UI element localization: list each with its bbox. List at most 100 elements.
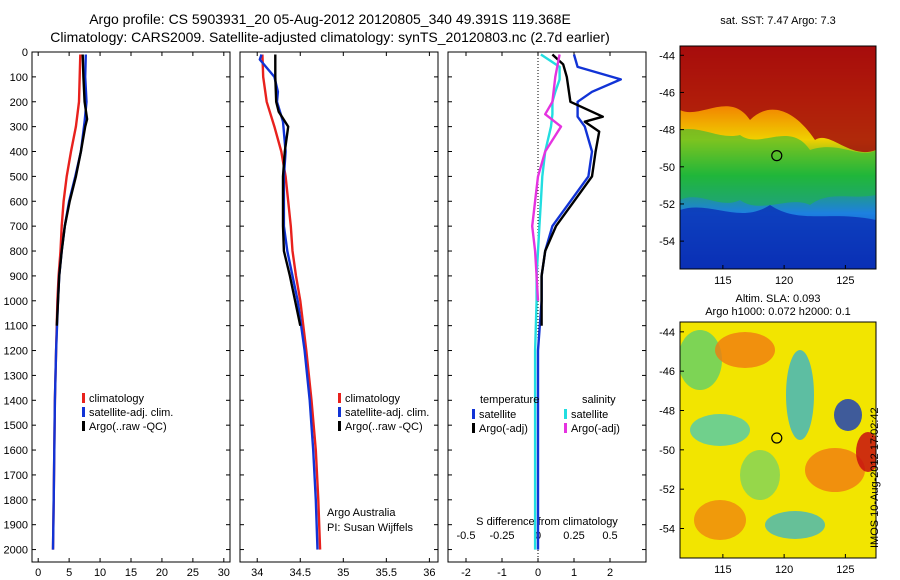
- map-y-tick-label: -54: [659, 236, 675, 248]
- sst-map-frame: [679, 45, 877, 270]
- legend-entry-temp: climatology: [89, 393, 145, 405]
- x-tick-label-temp: 15: [125, 567, 137, 579]
- series-line-sal-climatology: [261, 54, 322, 550]
- y-tick-label: 1300: [4, 370, 28, 382]
- sst-warm-region: [680, 46, 876, 153]
- sst-map-panel: sat. SST: 7.47 Argo: 7.3 115 120 125 -44 -46…: [659, 15, 877, 287]
- legend-swatch-sal: [338, 421, 341, 431]
- map-y-tick-label: -50: [659, 162, 675, 174]
- sla-argo-location-marker: [771, 432, 783, 444]
- plot-frame-diff: [447, 51, 647, 563]
- series-group-temp: [51, 54, 89, 550]
- y-tick-label: 1800: [4, 495, 28, 507]
- legend-swatch-diff: [564, 423, 567, 433]
- y-tick-label: 1000: [4, 296, 28, 308]
- x-tick-label-diff: 1: [571, 567, 577, 579]
- x-tick-label-temp: 10: [94, 567, 106, 579]
- sst-map-title: sat. SST: 7.47 Argo: 7.3: [720, 15, 836, 27]
- legend-swatch-diff: [472, 409, 475, 419]
- map-y-tick-label: -46: [659, 366, 675, 378]
- map-x-tick-label: 115: [714, 564, 732, 576]
- legend-entry-diff: satellite: [571, 409, 608, 421]
- legend-entry-diff: satellite: [479, 409, 516, 421]
- y-tick-label: 1100: [4, 321, 28, 333]
- legend-entry-sal: Argo(..raw -QC): [345, 421, 423, 433]
- y-tick-label: 500: [10, 171, 28, 183]
- figure-title-line2: Climatology: CARS2009. Satellite-adjuste…: [50, 29, 610, 45]
- series-line-diff-argo-adj-: [540, 53, 604, 326]
- x-tick-label-temp: 5: [66, 567, 72, 579]
- sst-cold-region: [680, 205, 876, 269]
- x-tick-label-sal: 36: [423, 567, 435, 579]
- y-tick-label: 200: [10, 97, 28, 109]
- map-x-tick-label: 125: [836, 564, 854, 576]
- temperature-panel: 0100200300400500600700800900100011001200…: [4, 47, 231, 579]
- map-x-tick-label: 120: [775, 564, 793, 576]
- y-tick-label: 1600: [4, 445, 28, 457]
- map-y-tick-label: -44: [659, 50, 675, 62]
- x-tick-label-diff: -2: [461, 567, 471, 579]
- x-tick-label-temp: 20: [156, 567, 168, 579]
- y-tick-label: 800: [10, 246, 28, 258]
- legend-entry-diff: Argo(-adj): [571, 423, 620, 435]
- y-tick-label: 1200: [4, 346, 28, 358]
- y-tick-label: 100: [10, 72, 28, 84]
- legend-swatch-temp: [82, 407, 85, 417]
- series-group-sal: [258, 54, 322, 550]
- y-tick-label: 2000: [4, 545, 28, 557]
- legend-group-salinity: salinity: [582, 394, 616, 406]
- sst-green-band: [680, 128, 876, 206]
- x2-tick-label: -0.25: [489, 530, 514, 542]
- map-y-tick-label: -54: [659, 524, 675, 536]
- sla-map-title-line2: Argo h1000: 0.072 h2000: 0.1: [705, 306, 851, 318]
- y-tick-label: 1900: [4, 520, 28, 532]
- y-tick-label: 0: [22, 47, 28, 59]
- sst-argo-location-marker: [771, 150, 783, 162]
- map-y-tick-label: -50: [659, 445, 675, 457]
- series-line-temp-argo-raw-qc-: [55, 54, 89, 326]
- y-tick-label: 400: [10, 147, 28, 159]
- legend-swatch-diff: [564, 409, 567, 419]
- series-line-diff-satellite: [533, 53, 561, 550]
- y-tick-label: 700: [10, 221, 28, 233]
- map-x-tick-label: 120: [775, 275, 793, 287]
- x2-axis-label: S difference from climatology: [476, 516, 618, 528]
- legend-swatch-diff: [472, 423, 475, 433]
- x-tick-label-temp: 30: [218, 567, 230, 579]
- y-tick-label: 300: [10, 122, 28, 134]
- x-tick-label-temp: 0: [35, 567, 41, 579]
- map-y-tick-label: -46: [659, 87, 675, 99]
- legend-entry-sal: climatology: [345, 393, 401, 405]
- x-tick-label-temp: 25: [187, 567, 199, 579]
- x2-tick-label: -0.5: [457, 530, 476, 542]
- x2-tick-label: 0.25: [563, 530, 584, 542]
- series-line-diff-satellite: [536, 54, 622, 550]
- map-y-tick-label: -52: [659, 199, 675, 211]
- series-group-diff: [531, 53, 622, 550]
- sla-map-panel: Altim. SLA: 0.093 Argo h1000: 0.072 h200…: [659, 293, 877, 576]
- x2-tick-label: 0.5: [602, 530, 617, 542]
- map-x-tick-label: 115: [714, 275, 732, 287]
- legend-swatch-sal: [338, 407, 341, 417]
- difference-panel: -2-1012T difference from climatology-0.5…: [447, 51, 647, 579]
- series-line-diff-argo-adj-: [531, 54, 563, 301]
- y-tick-label: 1500: [4, 420, 28, 432]
- map-y-tick-label: -48: [659, 125, 675, 137]
- map-y-tick-label: -44: [659, 327, 675, 339]
- x-tick-label-diff: -1: [497, 567, 507, 579]
- x-tick-label-sal: 34.5: [290, 567, 311, 579]
- x-tick-label-sal: 35: [337, 567, 349, 579]
- map-y-tick-label: -48: [659, 406, 675, 418]
- pi-label: PI: Susan Wijffels: [327, 522, 413, 534]
- x-tick-label-sal: 35.5: [376, 567, 397, 579]
- plot-frame-temp: [31, 51, 231, 563]
- imos-timestamp: IMOS 10-Aug-2012 17:02:42: [869, 407, 881, 548]
- legend-entry-temp: Argo(..raw -QC): [89, 421, 167, 433]
- legend-swatch-temp: [82, 421, 85, 431]
- y-tick-label: 900: [10, 271, 28, 283]
- sla-map-title-line1: Altim. SLA: 0.093: [736, 293, 821, 305]
- series-line-sal-argo-raw-qc-: [274, 54, 302, 326]
- sla-map-frame: [679, 321, 877, 559]
- legend-swatch-temp: [82, 393, 85, 403]
